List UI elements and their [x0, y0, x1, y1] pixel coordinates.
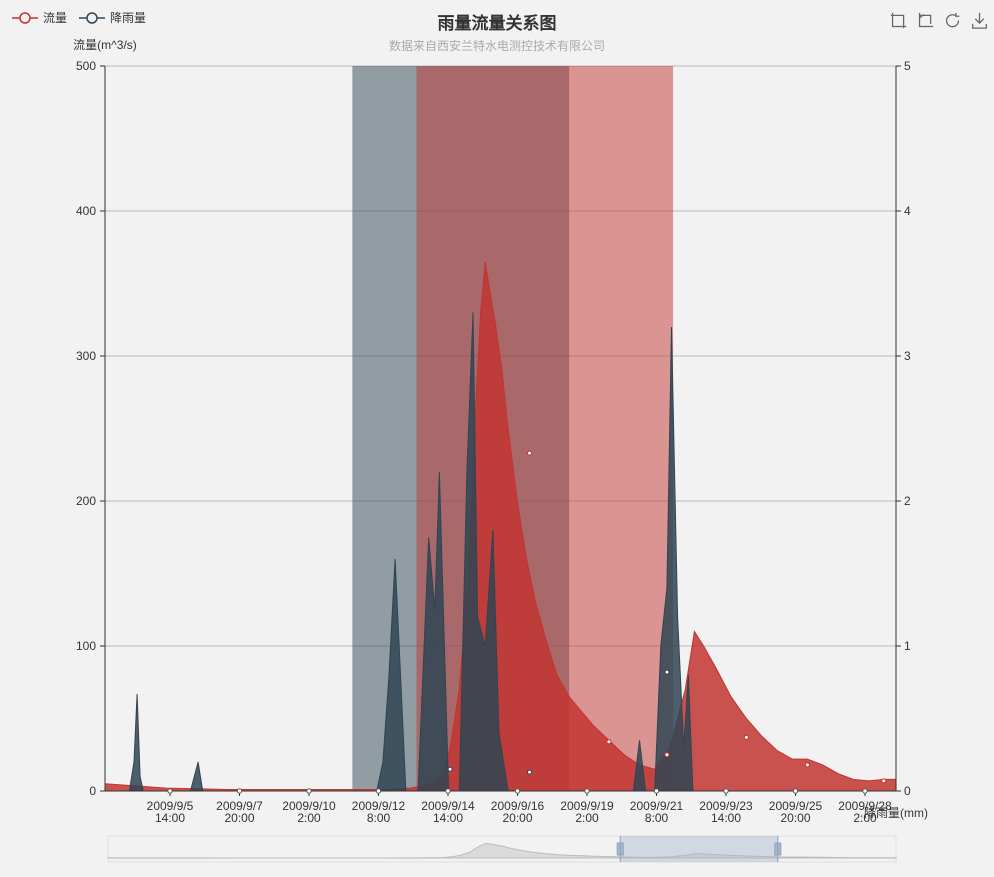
y-tick-label-left: 400 [76, 204, 96, 218]
chart-toolbox [890, 12, 988, 29]
line-marker-icon [12, 11, 38, 24]
x-tick-marker [514, 788, 521, 794]
x-tick-label-date: 2009/9/7 [216, 799, 263, 813]
x-tick-label-time: 8:00 [645, 811, 669, 825]
datazoom-selection[interactable] [620, 836, 778, 862]
x-tick-marker [723, 788, 729, 794]
flow-area [105, 261, 896, 791]
legend-item-flow[interactable]: 流量 [12, 9, 67, 26]
y-tick-label-left: 200 [76, 494, 96, 508]
x-tick-marker [236, 788, 243, 794]
x-tick-marker [375, 788, 382, 794]
x-tick-marker [862, 788, 868, 794]
restore-icon[interactable] [944, 12, 961, 29]
y-tick-label-left: 0 [89, 784, 96, 798]
x-tick-label-date: 2009/9/16 [491, 799, 545, 813]
line-marker-icon [79, 11, 106, 24]
y-tick-label-left: 300 [76, 349, 96, 363]
datazoom-track [107, 835, 897, 863]
x-tick-marker [445, 788, 451, 794]
x-tick-label-date: 2009/9/25 [769, 799, 823, 813]
y-tick-label-right: 4 [904, 204, 911, 218]
x-tick-label-time: 14:00 [711, 811, 741, 825]
x-tick-label-date: 2009/9/12 [352, 799, 406, 813]
y-tick-label-right: 5 [904, 59, 911, 73]
chart-legend: 流量 降雨量 [12, 9, 146, 26]
data-point [664, 669, 670, 675]
x-tick-label-date: 2009/9/5 [147, 799, 194, 813]
x-tick-label-date: 2009/9/23 [699, 799, 753, 813]
x-tick-label-date: 2009/9/21 [630, 799, 684, 813]
x-tick-label-time: 2:00 [297, 811, 321, 825]
x-tick-marker [306, 788, 312, 794]
data-point [881, 778, 887, 784]
y-tick-label-right: 2 [904, 494, 911, 508]
y-axis-left-name: 流量(m^3/s) [73, 38, 137, 52]
legend-item-rainfall[interactable]: 降雨量 [79, 9, 146, 26]
data-zoom-icon[interactable] [890, 12, 907, 29]
y-tick-label-left: 500 [76, 59, 96, 73]
x-tick-label-time: 2:00 [575, 811, 599, 825]
data-point [804, 762, 810, 768]
x-tick-label-date: 2009/9/28 [838, 799, 892, 813]
data-point [606, 739, 612, 745]
x-tick-marker [167, 788, 173, 794]
y-tick-label-right: 1 [904, 639, 911, 653]
x-tick-marker [653, 788, 660, 794]
x-tick-label-time: 8:00 [367, 811, 391, 825]
legend-label-flow: 流量 [43, 11, 68, 25]
data-point [743, 734, 749, 740]
y-axis-right-name: 降雨量(mm) [864, 806, 928, 820]
datazoom-preview [107, 842, 897, 859]
chart-title: 雨量流量关系图 [437, 14, 557, 33]
x-tick-label-date: 2009/9/14 [421, 799, 475, 813]
data-zoom-reset-icon[interactable] [917, 12, 934, 29]
data-point [447, 766, 453, 772]
x-tick-label-time: 2:00 [853, 811, 877, 825]
x-tick-label-date: 2009/9/10 [282, 799, 336, 813]
x-tick-label-time: 14:00 [155, 811, 185, 825]
x-tick-label-time: 20:00 [502, 811, 532, 825]
data-point [527, 769, 533, 775]
x-tick-marker [584, 788, 590, 794]
x-tick-label-time: 20:00 [224, 811, 254, 825]
data-point [664, 752, 670, 758]
data-point [527, 450, 533, 456]
y-tick-label-left: 100 [76, 639, 96, 653]
legend-label-rainfall: 降雨量 [110, 11, 147, 25]
flow-line [104, 261, 897, 790]
y-tick-label-right: 0 [904, 784, 911, 798]
save-image-icon[interactable] [971, 12, 988, 29]
chart-subtitle: 数据来自西安兰特水电测控技术有限公司 [388, 39, 605, 53]
x-tick-label-date: 2009/9/19 [560, 799, 614, 813]
x-tick-marker [792, 788, 799, 794]
x-tick-label-time: 14:00 [433, 811, 463, 825]
y-tick-label-right: 3 [904, 349, 911, 363]
x-tick-label-time: 20:00 [780, 811, 810, 825]
